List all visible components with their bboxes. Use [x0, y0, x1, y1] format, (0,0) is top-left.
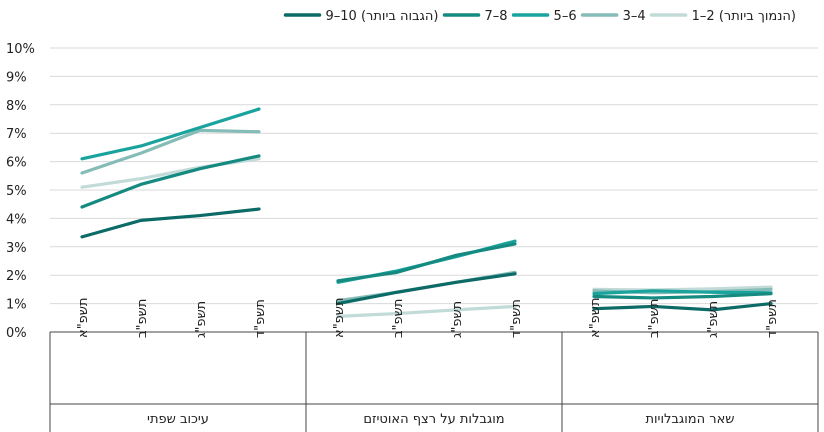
group-label: עיכוב שפתי: [147, 412, 209, 427]
x-tick-label: תשפ"א: [76, 297, 91, 338]
group-label: מוגבלות על רצף האוטיזם: [363, 412, 504, 427]
y-axis-ticks: 0% 1% 2% 3% 4% 5% 6% 7% 8% 9% 10%: [6, 42, 35, 341]
series-line: [592, 285, 773, 292]
series-line: [592, 289, 773, 296]
group-label: שאר המוגבלויות: [645, 412, 734, 427]
y-tick-label: 0%: [6, 326, 27, 341]
x-tick-label: תשפ"ד: [253, 299, 268, 338]
x-tick-label: תשפ"א: [332, 297, 347, 338]
series-line: [336, 304, 517, 318]
x-tick-label: תשפ"ג: [450, 301, 465, 338]
y-tick-label: 3%: [6, 241, 27, 256]
series-line: [336, 272, 517, 306]
legend-label: 7–8: [485, 9, 508, 24]
x-tick-label: תשפ"ג: [706, 301, 721, 338]
y-tick-label: 10%: [6, 42, 35, 57]
legend: 1–2 (הנמוך ביותר) 3–4 5–6 7–8 9–10 (הגבוה בי…: [283, 9, 796, 24]
series-line: [80, 107, 261, 161]
series-line: [592, 292, 773, 300]
y-tick-label: 1%: [6, 298, 27, 313]
x-tick-label: תשפ"ב: [135, 299, 150, 338]
series-line: [336, 242, 517, 283]
series-lines: [80, 107, 773, 318]
y-tick-label: 8%: [6, 99, 27, 114]
x-tick-label: תשפ"ב: [391, 299, 406, 338]
x-axis: תשפ"א תשפ"ב תשפ"ג תשפ"ד עיכוב שפתי תשפ"א תשפ"ב…: [49, 297, 819, 432]
y-tick-label: 9%: [6, 70, 27, 85]
legend-label: 5–6: [554, 9, 577, 24]
x-tick-label: תשפ"א: [588, 297, 603, 338]
series-line: [80, 154, 261, 209]
y-tick-label: 2%: [6, 269, 27, 284]
legend-label: 1–2 (הנמוך ביותר): [692, 9, 796, 24]
y-tick-label: 5%: [6, 184, 27, 199]
y-tick-label: 4%: [6, 212, 27, 227]
legend-label: 3–4: [623, 9, 646, 24]
legend-label: 9–10 (הגבוה ביותר): [326, 9, 439, 24]
x-tick-label: תשפ"ד: [765, 299, 780, 338]
gridlines: [50, 47, 818, 305]
y-tick-label: 6%: [6, 156, 27, 171]
y-tick-label: 7%: [6, 127, 27, 142]
series-line: [592, 302, 773, 312]
series-line: [80, 128, 261, 175]
x-tick-label: תשפ"ב: [647, 299, 662, 338]
series-line: [80, 207, 261, 239]
x-tick-label: תשפ"ד: [509, 299, 524, 338]
x-tick-label: תשפ"ג: [194, 301, 209, 338]
